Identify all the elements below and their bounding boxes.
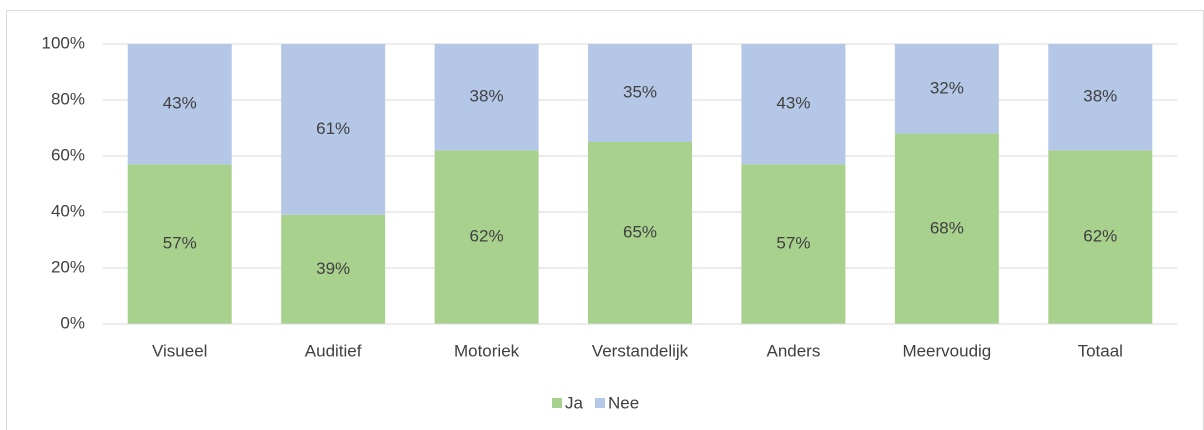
data-label: 62% <box>470 227 504 246</box>
legend-label: Ja <box>565 393 584 412</box>
x-tick-label: Auditief <box>305 341 362 360</box>
x-tick-label: Anders <box>766 341 820 360</box>
y-tick-label: 60% <box>51 145 85 164</box>
data-label: 38% <box>1083 87 1117 106</box>
legend-swatch <box>552 398 562 408</box>
bar-segment <box>434 150 539 324</box>
bar-segment <box>1048 44 1153 151</box>
y-tick-label: 20% <box>51 257 85 276</box>
bar-segment <box>434 44 539 151</box>
bar-segment <box>127 44 232 165</box>
y-tick-label: 100% <box>42 33 85 52</box>
data-label: 32% <box>930 78 964 97</box>
x-tick-label: Visueel <box>152 341 207 360</box>
bar-segment <box>741 164 846 324</box>
data-label: 43% <box>776 94 810 113</box>
y-tick-label: 40% <box>51 201 85 220</box>
x-tick-label: Motoriek <box>454 341 520 360</box>
bar-segment <box>741 44 846 165</box>
data-label: 62% <box>1083 227 1117 246</box>
bar-segment <box>588 142 692 324</box>
legend-label: Nee <box>608 393 639 412</box>
bar-segment <box>127 164 232 324</box>
data-label: 57% <box>163 234 197 253</box>
bar-segment <box>588 44 692 142</box>
y-tick-label: 0% <box>60 313 85 332</box>
bar-segment <box>894 133 999 324</box>
data-label: 68% <box>930 218 964 237</box>
bar-segment <box>894 44 999 134</box>
data-label: 35% <box>623 82 657 101</box>
bar-segment <box>1048 150 1153 324</box>
x-tick-label: Totaal <box>1078 341 1123 360</box>
bar-segment <box>281 44 386 215</box>
x-tick-label: Verstandelijk <box>592 341 689 360</box>
data-label: 57% <box>776 234 810 253</box>
y-tick-label: 80% <box>51 89 85 108</box>
legend-swatch <box>594 398 605 408</box>
data-label: 43% <box>163 94 197 113</box>
bar-segment <box>281 214 386 324</box>
data-label: 61% <box>316 119 350 138</box>
data-label: 65% <box>623 222 657 241</box>
data-label: 39% <box>316 259 350 278</box>
data-label: 38% <box>470 87 504 106</box>
x-tick-label: Meervoudig <box>902 341 991 360</box>
